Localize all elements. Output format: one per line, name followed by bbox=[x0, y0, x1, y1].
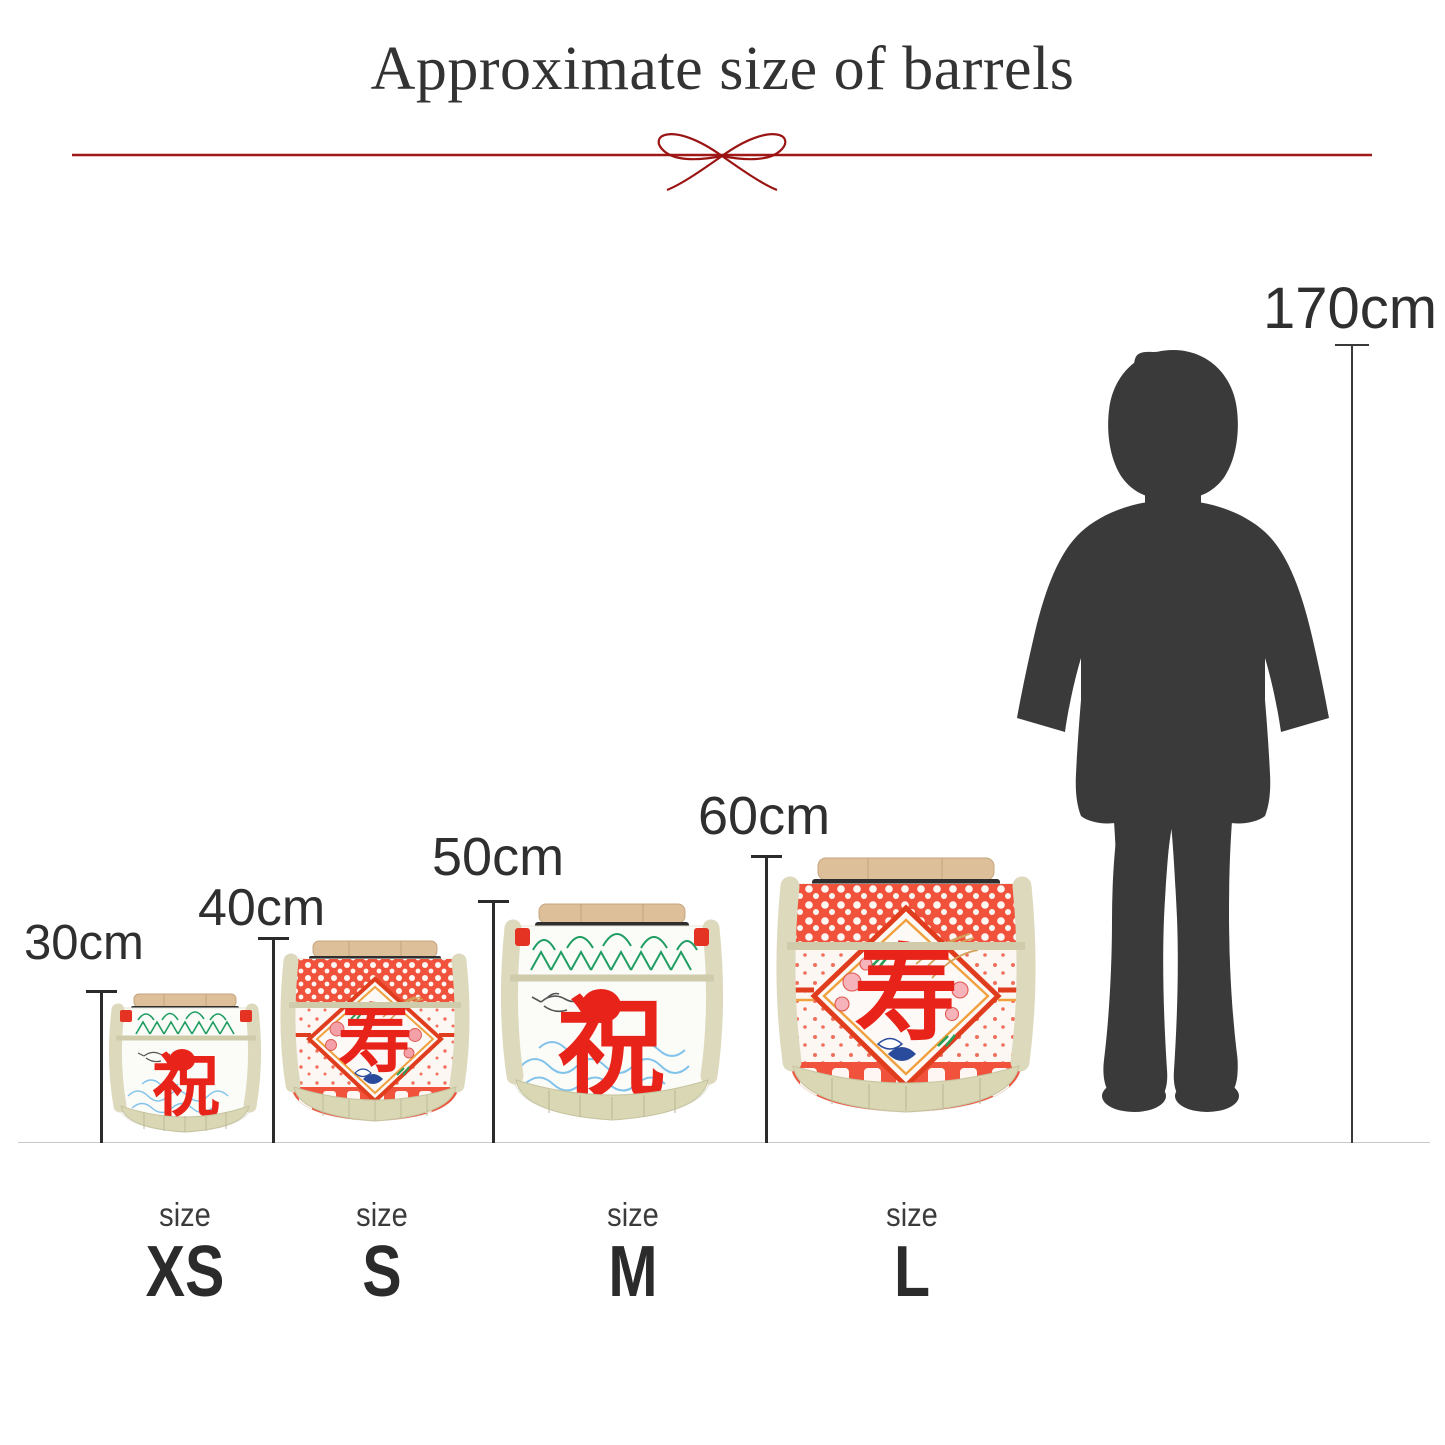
measure-line-xs bbox=[86, 990, 117, 1143]
size-word-m: size bbox=[607, 1196, 659, 1233]
size-word-l: size bbox=[886, 1196, 938, 1233]
size-caption-l: size L bbox=[832, 1196, 992, 1312]
barrel-kanji-xs: 祝 bbox=[152, 1048, 220, 1127]
mizuhiki-divider bbox=[72, 118, 1372, 193]
size-caption-s: size S bbox=[302, 1196, 462, 1312]
size-word-s: size bbox=[356, 1196, 408, 1233]
measure-line-m bbox=[478, 900, 509, 1143]
measure-line-l bbox=[751, 855, 782, 1143]
size-word-xs: size bbox=[159, 1196, 211, 1233]
height-label-s: 40cm bbox=[198, 879, 326, 937]
size-caption-xs: size XS bbox=[105, 1196, 265, 1312]
barrel-kanji-l: 寿 bbox=[854, 933, 958, 1055]
ground-baseline bbox=[18, 1142, 1430, 1143]
barrel-s[interactable]: 寿 bbox=[265, 935, 485, 1143]
size-code-s: S bbox=[362, 1232, 402, 1312]
measure-line-s bbox=[258, 937, 289, 1143]
barrel-l[interactable]: 寿 bbox=[756, 852, 1056, 1143]
barrel-kanji-s: 寿 bbox=[338, 997, 412, 1083]
size-code-m: M bbox=[608, 1232, 658, 1312]
height-label-person: 170cm bbox=[1263, 276, 1438, 341]
size-code-l: L bbox=[893, 1232, 931, 1312]
barrel-xs[interactable]: 祝 bbox=[94, 988, 276, 1143]
height-label-xs: 30cm bbox=[24, 916, 144, 970]
size-caption-m: size M bbox=[553, 1196, 713, 1312]
barrel-kanji-m: 祝 bbox=[557, 987, 665, 1112]
size-code-xs: XS bbox=[145, 1232, 225, 1312]
height-label-l: 60cm bbox=[698, 786, 831, 846]
barrel-m[interactable]: 祝 bbox=[483, 898, 741, 1143]
person-silhouette bbox=[985, 348, 1355, 1143]
mizuhiki-bow-icon bbox=[657, 133, 787, 192]
page-title: Approximate size of barrels bbox=[370, 35, 1075, 103]
height-label-m: 50cm bbox=[432, 827, 565, 887]
measure-line-person bbox=[1335, 344, 1369, 1143]
